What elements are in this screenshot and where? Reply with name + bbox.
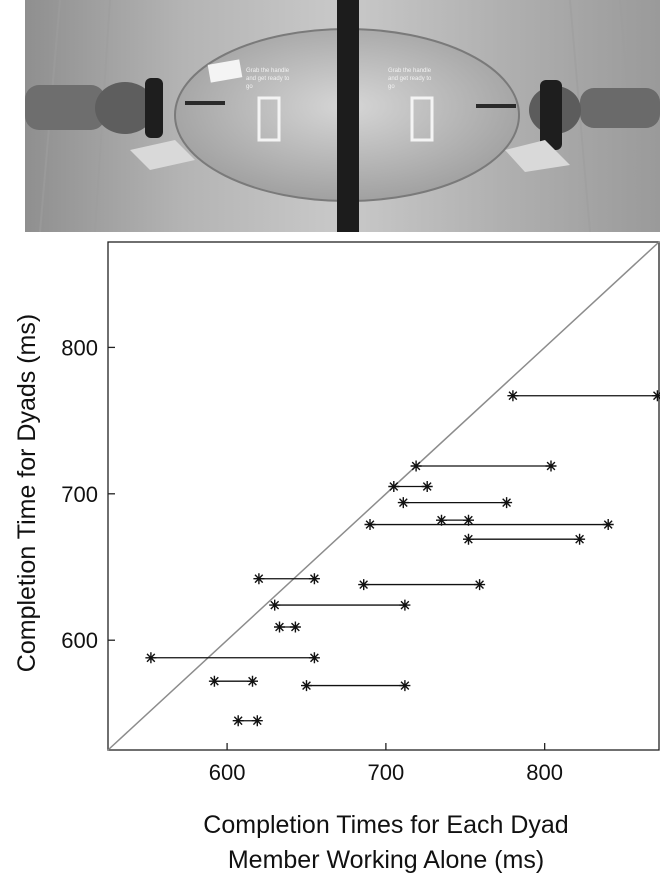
right-screen-line-1: Grab the handle <box>388 68 432 74</box>
data-point-marker <box>436 514 447 526</box>
x-tick-label: 800 <box>526 760 563 785</box>
data-point-marker <box>301 680 312 692</box>
data-point-marker <box>463 514 474 526</box>
plot-frame <box>107 241 660 751</box>
left-screen-line-3: go <box>246 84 253 90</box>
data-point-marker <box>397 497 409 509</box>
data-point-marker <box>410 460 422 472</box>
identity-line <box>107 241 660 751</box>
y-tick-label: 700 <box>61 482 98 507</box>
data-point-marker <box>208 675 220 687</box>
data-point-marker <box>358 579 370 591</box>
plot-area: 600 700 800 600 700 800 <box>61 241 660 785</box>
x-axis-title-line-2: Member Working Alone (ms) <box>228 846 544 874</box>
data-point-marker <box>399 680 411 692</box>
data-point-marker <box>651 390 660 402</box>
experiment-photo: Grab the handle and get ready to go Grab… <box>25 0 660 232</box>
data-point-marker <box>501 497 513 509</box>
data-point-marker <box>289 621 301 633</box>
data-point-marker <box>364 519 376 530</box>
right-screen-cue: Grab the handle and get ready to go <box>388 68 516 142</box>
data-point-marker <box>253 573 265 585</box>
scatter-chart: 600 700 800 600 700 800 Completion Time for D… <box>13 241 660 874</box>
data-point-marker <box>308 573 320 585</box>
y-tick-label: 600 <box>61 628 98 653</box>
y-axis-title: Completion Time for Dyads (ms) <box>13 314 41 672</box>
x-tick-label: 600 <box>209 760 246 785</box>
data-point-marker <box>308 652 320 664</box>
x-axis-title-line-1: Completion Times for Each Dyad <box>203 811 568 839</box>
data-point-marker <box>388 481 400 492</box>
data-point-marker <box>474 579 486 591</box>
data-point-marker <box>274 621 285 633</box>
y-tick-label: 800 <box>61 335 98 360</box>
data-point-marker <box>602 519 614 530</box>
data-point-marker <box>463 533 474 545</box>
data-point-marker <box>269 599 281 611</box>
data-point-marker <box>421 481 433 492</box>
right-screen-line-3: go <box>388 84 395 90</box>
data-point-marker <box>232 715 244 727</box>
right-screen-line-2: and get ready to <box>388 76 432 82</box>
x-tick-label: 700 <box>368 760 405 785</box>
left-screen-line-1: Grab the handle <box>246 68 290 74</box>
data-point-marker <box>247 675 258 687</box>
data-point-marker <box>507 390 519 402</box>
data-point-marker <box>251 715 263 727</box>
left-screen-cue: Grab the handle and get ready to go <box>185 59 290 142</box>
data-point-marker <box>574 533 586 545</box>
right-participant-hand <box>505 80 660 172</box>
center-divider <box>337 0 359 232</box>
left-participant-hand <box>25 78 195 170</box>
data-point-marker <box>545 460 557 472</box>
data-point-marker <box>145 652 157 664</box>
left-screen-line-2: and get ready to <box>246 76 290 82</box>
data-point-marker <box>399 599 411 611</box>
